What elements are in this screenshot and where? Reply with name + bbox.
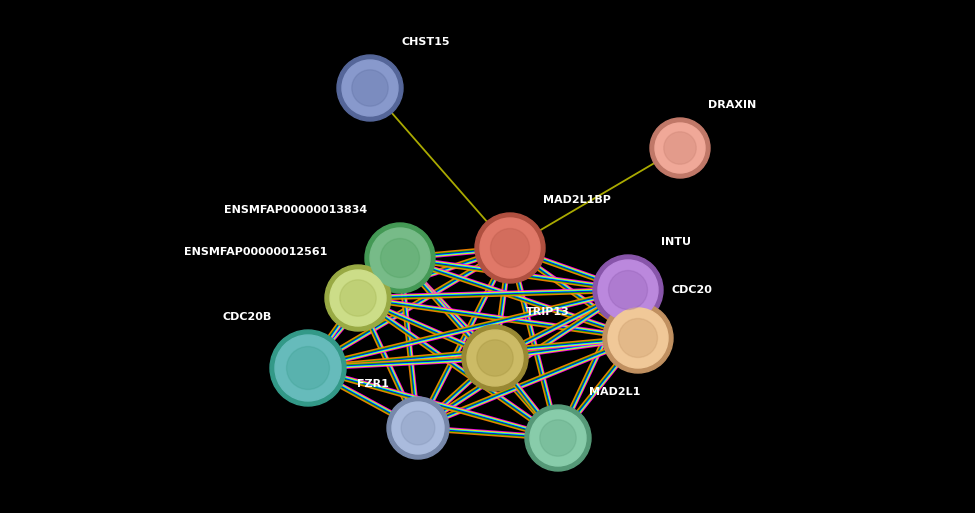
Circle shape (477, 340, 513, 376)
Text: CDC20: CDC20 (671, 285, 712, 295)
Circle shape (337, 55, 403, 121)
Circle shape (490, 228, 529, 267)
Circle shape (352, 70, 388, 106)
Circle shape (392, 402, 444, 454)
Circle shape (480, 218, 540, 278)
Text: MAD2L1: MAD2L1 (589, 387, 641, 397)
Circle shape (618, 319, 657, 358)
Circle shape (342, 60, 398, 116)
Circle shape (380, 239, 419, 278)
Circle shape (462, 325, 528, 391)
Circle shape (340, 280, 376, 316)
Circle shape (467, 330, 523, 386)
Circle shape (530, 410, 586, 466)
Circle shape (387, 397, 449, 459)
Text: MAD2L1BP: MAD2L1BP (543, 195, 611, 205)
Circle shape (475, 213, 545, 283)
Circle shape (655, 123, 705, 173)
Circle shape (330, 270, 386, 326)
Circle shape (608, 270, 647, 309)
Text: TRIP13: TRIP13 (526, 307, 569, 317)
Circle shape (598, 260, 658, 320)
Text: ENSMFAP00000012561: ENSMFAP00000012561 (183, 247, 327, 257)
Text: ENSMFAP00000013834: ENSMFAP00000013834 (223, 205, 367, 215)
Circle shape (287, 347, 330, 389)
Text: FZR1: FZR1 (357, 379, 389, 389)
Circle shape (525, 405, 591, 471)
Circle shape (593, 255, 663, 325)
Text: CDC20B: CDC20B (222, 312, 272, 322)
Circle shape (540, 420, 576, 456)
Circle shape (603, 303, 673, 373)
Circle shape (401, 411, 435, 445)
Circle shape (275, 335, 341, 401)
Circle shape (664, 132, 696, 164)
Text: INTU: INTU (661, 237, 691, 247)
Text: DRAXIN: DRAXIN (708, 100, 757, 110)
Circle shape (365, 223, 435, 293)
Circle shape (270, 330, 346, 406)
Circle shape (608, 308, 668, 368)
Circle shape (325, 265, 391, 331)
Circle shape (370, 228, 430, 288)
Text: CHST15: CHST15 (401, 37, 449, 47)
Circle shape (650, 118, 710, 178)
